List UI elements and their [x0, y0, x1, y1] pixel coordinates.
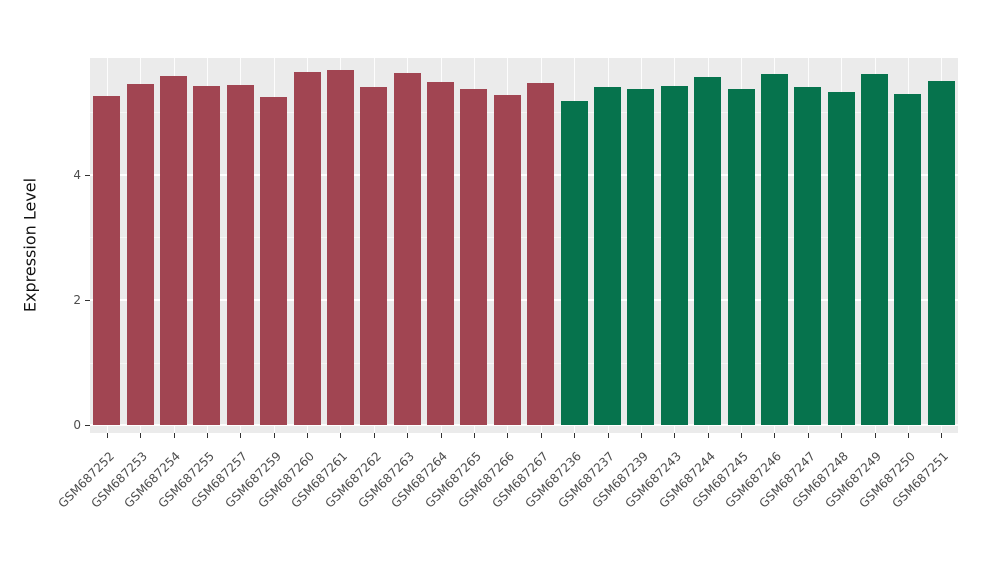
bar-GSM687249	[861, 73, 888, 425]
x-tick-mark	[874, 433, 876, 438]
y-axis-title: Expression Level	[20, 177, 40, 313]
bar-GSM687245	[727, 88, 755, 425]
x-tick-mark	[206, 433, 208, 438]
x-tick-mark	[473, 433, 475, 438]
minor-gridline	[90, 112, 958, 114]
x-tick-mark	[907, 433, 909, 438]
bar-GSM687265	[460, 89, 488, 425]
x-tick-mark	[941, 433, 943, 438]
plot-panel	[90, 58, 958, 433]
major-gridline	[90, 424, 958, 426]
y-tick-mark	[85, 300, 90, 301]
bar-GSM687261	[326, 69, 354, 425]
y-tick-label: 2	[73, 293, 81, 307]
bar-GSM687255	[193, 85, 221, 425]
major-gridline	[90, 299, 958, 301]
x-tick-mark	[574, 433, 576, 438]
x-tick-mark	[841, 433, 843, 438]
bar-GSM687239	[627, 88, 655, 425]
x-tick-mark	[240, 433, 242, 438]
x-tick-mark	[774, 433, 776, 438]
x-tick-mark	[173, 433, 175, 438]
bar-GSM687260	[293, 72, 321, 425]
x-tick-mark	[273, 433, 275, 438]
x-tick-mark	[707, 433, 709, 438]
bar-GSM687264	[427, 82, 454, 425]
bar-GSM687267	[527, 83, 555, 425]
x-tick-mark	[106, 433, 108, 438]
major-gridline	[90, 173, 958, 176]
x-tick-mark	[807, 433, 809, 438]
x-tick-mark	[640, 433, 642, 438]
x-tick-mark	[540, 433, 542, 438]
y-tick-mark	[85, 425, 90, 426]
bar-GSM687262	[360, 87, 388, 425]
bar-GSM687259	[260, 97, 288, 425]
bar-GSM687253	[126, 83, 154, 425]
bar-GSM687252	[93, 95, 121, 425]
minor-gridline	[90, 362, 958, 364]
x-tick-mark	[440, 433, 442, 438]
bar-GSM687237	[594, 87, 621, 425]
y-tick-label: 4	[73, 167, 81, 182]
y-tick-label: 0	[73, 418, 81, 432]
bar-GSM687236	[560, 100, 588, 425]
x-tick-mark	[407, 433, 409, 438]
x-tick-mark	[373, 433, 375, 438]
x-tick-mark	[340, 433, 342, 438]
x-tick-mark	[607, 433, 609, 438]
bar-GSM687257	[226, 84, 254, 425]
bar-GSM687244	[694, 77, 722, 425]
bar-GSM687247	[794, 86, 822, 425]
bar-GSM687254	[160, 75, 187, 425]
bar-GSM687250	[894, 94, 922, 425]
bar-GSM687263	[393, 73, 421, 425]
x-tick-mark	[307, 433, 308, 438]
bar-GSM687266	[493, 94, 521, 425]
x-tick-mark	[674, 433, 676, 438]
bar-GSM687246	[760, 74, 788, 425]
bar-GSM687251	[927, 81, 955, 425]
x-tick-mark	[140, 433, 142, 438]
bar-GSM687248	[827, 91, 855, 425]
y-tick-mark	[85, 174, 90, 176]
x-tick-mark	[741, 433, 742, 438]
bar-GSM687243	[660, 86, 688, 425]
x-tick-mark	[507, 433, 509, 438]
minor-gridline	[90, 237, 958, 239]
